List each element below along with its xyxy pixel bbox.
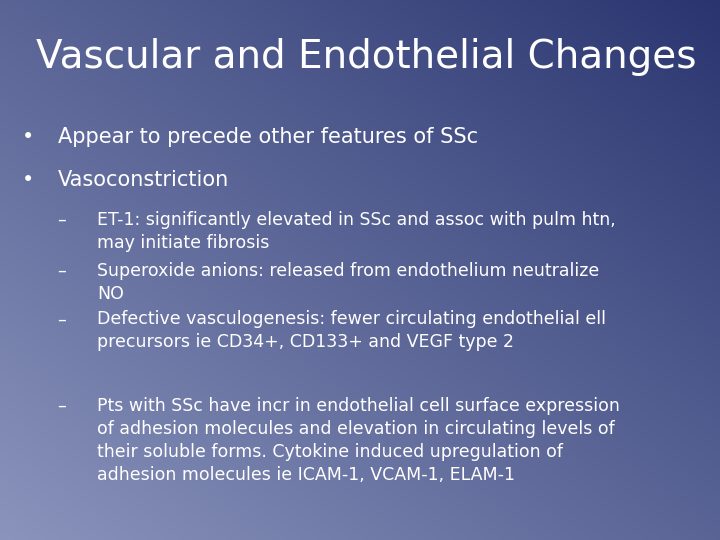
Text: •: • xyxy=(22,170,34,190)
Text: Defective vasculogenesis: fewer circulating endothelial ell
precursors ie CD34+,: Defective vasculogenesis: fewer circulat… xyxy=(97,310,606,352)
Text: ET-1: significantly elevated in SSc and assoc with pulm htn,
may initiate fibros: ET-1: significantly elevated in SSc and … xyxy=(97,211,616,252)
Text: –: – xyxy=(58,397,66,415)
Text: Vascular and Endothelial Changes: Vascular and Endothelial Changes xyxy=(36,38,696,76)
Text: Vasoconstriction: Vasoconstriction xyxy=(58,170,229,190)
Text: –: – xyxy=(58,262,66,280)
Text: •: • xyxy=(22,127,34,147)
Text: Pts with SSc have incr in endothelial cell surface expression
of adhesion molecu: Pts with SSc have incr in endothelial ce… xyxy=(97,397,620,484)
Text: Appear to precede other features of SSc: Appear to precede other features of SSc xyxy=(58,127,478,147)
Text: –: – xyxy=(58,211,66,228)
Text: Superoxide anions: released from endothelium neutralize
NO: Superoxide anions: released from endothe… xyxy=(97,262,600,303)
Text: –: – xyxy=(58,310,66,328)
